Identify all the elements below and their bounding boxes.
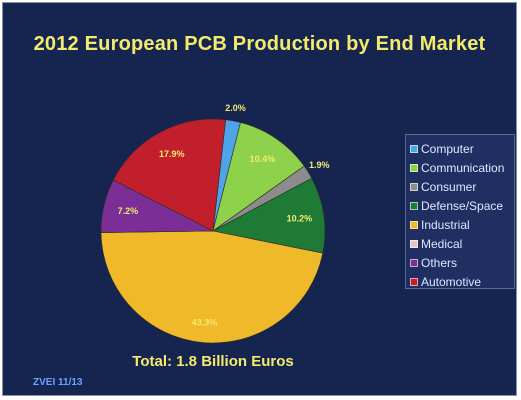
legend-swatch	[410, 277, 418, 286]
legend-label: Computer	[421, 141, 474, 156]
chart-legend: Computer Communication Consumer Defense/Spa…	[405, 134, 515, 289]
data-label-defense-space: 10.2%	[287, 213, 313, 223]
legend-item-communication: Communication	[410, 158, 514, 177]
pie-chart: 2.0% 10.4% 1.9% 10.2% 43.3% 7.2% 17.9%	[100, 103, 330, 344]
legend-label: Defense/Space	[421, 198, 504, 213]
legend-swatch	[410, 182, 418, 191]
legend-item-defense-space: Defense/Space	[410, 196, 514, 215]
legend-item-consumer: Consumer	[410, 177, 514, 196]
data-label-automotive: 17.9%	[159, 149, 185, 159]
legend-swatch	[410, 144, 418, 153]
data-label-communication: 10.4%	[250, 154, 276, 164]
chart-subtitle: Total: 1.8 Billion Euros	[132, 353, 294, 370]
slide: 2012 European PCB Production by End Mark…	[2, 2, 517, 396]
pie-slice-automotive	[112, 118, 226, 232]
legend-label: Consumer	[421, 179, 477, 194]
pie-slice-communication	[212, 122, 305, 232]
data-label-computer: 2.0%	[225, 103, 246, 113]
data-label-others: 7.2%	[118, 206, 139, 216]
legend-label: Automotive	[421, 274, 482, 289]
legend-swatch	[410, 220, 418, 229]
legend-item-others: Others	[410, 253, 514, 272]
pie-slice-industrial	[100, 230, 324, 344]
data-label-industrial: 43.3%	[192, 317, 218, 327]
legend-label: Medical	[421, 236, 463, 251]
legend-item-medical: Medical	[410, 234, 514, 253]
legend-label: Industrial	[421, 217, 470, 232]
legend-swatch	[410, 239, 418, 248]
source-note: ZVEI 11/13	[33, 377, 83, 388]
legend-item-industrial: Industrial	[410, 215, 514, 234]
chart-title: 2012 European PCB Production by End Mark…	[33, 33, 486, 55]
legend-swatch	[410, 163, 418, 172]
legend-swatch	[410, 258, 418, 267]
data-label-consumer: 1.9%	[309, 160, 330, 170]
legend-swatch	[410, 201, 418, 210]
pie-slice-defense-space	[212, 177, 326, 254]
legend-item-automotive: Automotive	[410, 272, 514, 291]
legend-item-computer: Computer	[410, 139, 514, 158]
legend-label: Communication	[421, 160, 505, 175]
legend-label: Others	[421, 255, 458, 270]
